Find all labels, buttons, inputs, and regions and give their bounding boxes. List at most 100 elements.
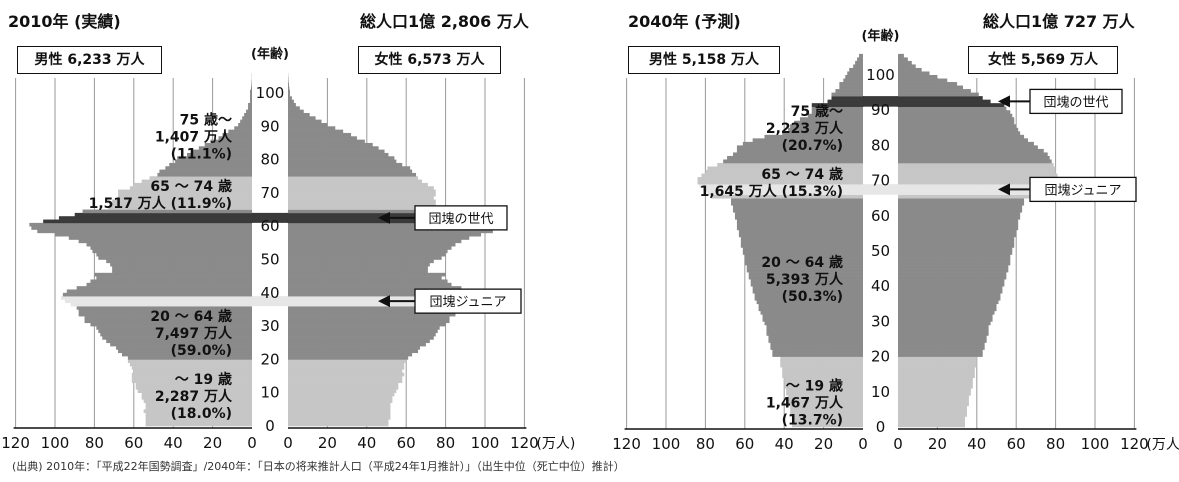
male-bar-2040: [752, 286, 863, 291]
male-bar-2010: [110, 262, 252, 267]
female-bar-2040: [898, 166, 1056, 171]
female-bar-2010: [288, 279, 448, 284]
male-bar-2040: [705, 170, 863, 174]
male-bar-2040: [736, 226, 863, 231]
female-bar-2040: [898, 103, 1005, 107]
female-bar-2010: [288, 349, 419, 354]
x-tick-label-2010: 20: [203, 434, 222, 452]
male-bar-2040: [831, 96, 863, 100]
female-bar-2010: [288, 196, 434, 200]
male-bar-2010: [159, 169, 252, 174]
male-bar-2010: [137, 389, 252, 393]
female-bar-2040: [898, 307, 997, 312]
male-bar-2040: [792, 419, 863, 424]
male-bar-2010: [145, 416, 252, 420]
x-unit-label-2040: (万人): [1146, 437, 1179, 453]
female-bar-2010: [288, 289, 472, 294]
female-bar-2010: [288, 199, 436, 204]
callout-arrowhead-2040: [998, 183, 1010, 196]
male-bar-2010: [177, 156, 252, 160]
female-bar-2010: [288, 176, 419, 180]
female-bar-2040: [898, 388, 971, 393]
female-bar-2040: [898, 117, 1015, 122]
female-bar-2040: [898, 57, 908, 62]
female-bar-2040: [898, 240, 1015, 245]
male-bar-2040: [738, 229, 863, 234]
female-bar-2040: [898, 71, 930, 76]
female-bar-2040: [898, 180, 1058, 185]
female-bar-2010: [288, 109, 304, 114]
male-bar-2010: [248, 102, 252, 107]
female-bar-2040: [898, 155, 1050, 160]
female-bar-2040: [898, 310, 995, 315]
female-bar-2010: [288, 362, 405, 367]
callout-arrowhead-2010: [378, 211, 390, 224]
male-bar-2010: [118, 192, 252, 197]
male-bar-2010: [222, 132, 252, 137]
x-tick-label-2040: 80: [1046, 435, 1065, 453]
male-bar-2040: [732, 205, 863, 210]
female-bar-2040: [898, 251, 1013, 255]
age-tick-label-2040: 30: [871, 312, 890, 330]
female-bar-2040: [898, 222, 1019, 227]
male-bar-2040: [847, 71, 863, 76]
female-bar-2010: [288, 312, 456, 317]
female-bar-2010: [288, 112, 310, 117]
male-bar-2010: [129, 362, 252, 367]
male-bar-2010: [169, 162, 252, 167]
male-bar-2040: [731, 198, 863, 203]
male-bar-2010: [141, 392, 252, 397]
x-tick-label-2010: 120: [510, 434, 539, 452]
female-bar-2010: [288, 129, 344, 134]
age-group-label-2040: 2,223 万人: [766, 120, 844, 137]
female-bar-2040: [898, 236, 1015, 241]
female-bar-2010: [288, 359, 407, 364]
male-bar-2040: [764, 321, 863, 326]
male-bar-2010: [240, 119, 252, 124]
female-bar-2040: [898, 409, 967, 414]
female-bar-2010: [288, 236, 470, 240]
male-bar-2040: [788, 402, 863, 407]
female-bar-2010: [288, 102, 296, 107]
male-bar-2010: [98, 256, 252, 260]
x-tick-label-2040: 60: [735, 435, 754, 453]
male-bar-2040: [788, 127, 863, 132]
male-bar-2010: [78, 239, 252, 244]
male-bar-2040: [748, 275, 863, 280]
male-bar-2010: [37, 229, 252, 234]
age-group-label-2040: (20.7%): [782, 138, 843, 154]
male-bar-2010: [78, 309, 252, 314]
male-bar-2010: [70, 302, 252, 307]
male-bar-2010: [145, 402, 252, 407]
callout-band-center-2010: [252, 296, 288, 307]
male-bar-2040: [742, 141, 863, 146]
female-bar-2010: [288, 89, 290, 94]
age-tick-label-2010: 100: [256, 84, 285, 102]
male-bar-2010: [60, 296, 252, 300]
male-bar-2010: [112, 199, 252, 204]
male-bar-2010: [145, 422, 252, 427]
female-bar-2010: [288, 286, 462, 290]
male-bar-2010: [251, 83, 252, 87]
age-group-label-2010: 1,517 万人 (11.9%): [89, 195, 232, 212]
female-bar-2040: [898, 191, 1046, 195]
female-bar-2040: [898, 282, 1005, 287]
callout-box-2040: [1029, 176, 1137, 203]
male-bar-2010: [238, 122, 252, 127]
female-bar-2010: [288, 202, 436, 207]
female-bar-2010: [288, 136, 357, 140]
male-bar-2010: [228, 129, 252, 134]
female-bar-2040: [898, 141, 1034, 146]
female-bar-2010: [288, 96, 292, 100]
male-bar-2010: [112, 202, 252, 207]
female-bar-2010: [288, 179, 422, 184]
female-bar-2040: [898, 170, 1056, 174]
male-bar-2040: [744, 261, 863, 266]
age-tick-label-2010: 10: [260, 384, 279, 402]
female-bar-2040: [898, 99, 991, 104]
male-bar-2010: [250, 96, 252, 100]
male-bar-2040: [703, 187, 863, 192]
male-bar-2040: [845, 75, 863, 79]
female-bar-2040: [898, 219, 1019, 224]
male-bar-2040: [794, 120, 863, 125]
